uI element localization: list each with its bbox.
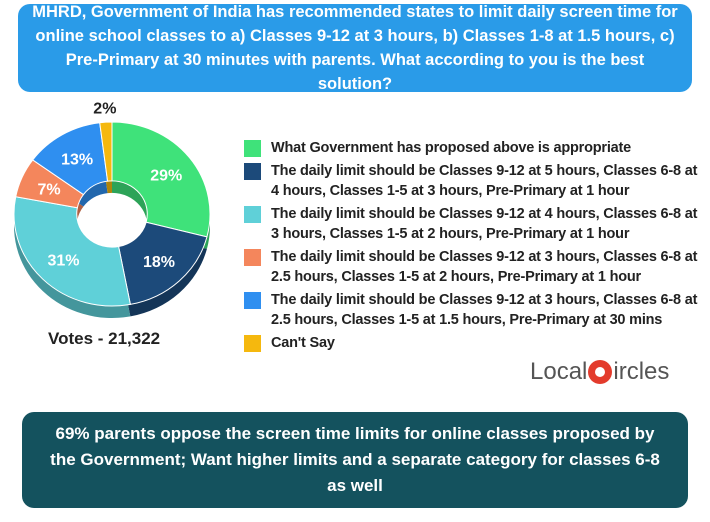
question-banner: MHRD, Government of India has recommende… bbox=[18, 3, 692, 93]
logo-text-end: ircles bbox=[613, 358, 670, 385]
legend-swatch bbox=[244, 163, 261, 180]
slice-2 bbox=[13, 196, 131, 307]
legend-label: The daily limit should be Classes 9-12 a… bbox=[271, 292, 698, 328]
logo-text-start: Local bbox=[530, 358, 588, 385]
localcircles-logo: Local ircles bbox=[530, 352, 669, 392]
slice-label-0: 29% bbox=[150, 168, 182, 185]
legend-item: The daily limit should be Classes 9-12 a… bbox=[244, 247, 704, 287]
legend-item: The daily limit should be Classes 9-12 a… bbox=[244, 161, 704, 201]
legend-label: The daily limit should be Classes 9-12 a… bbox=[271, 206, 698, 242]
legend-swatch bbox=[244, 335, 261, 352]
summary-banner: 69% parents oppose the screen time limit… bbox=[22, 412, 688, 508]
slice-1 bbox=[118, 221, 208, 305]
slice-label-2: 31% bbox=[47, 253, 79, 270]
slice-label-4: 13% bbox=[61, 152, 93, 169]
votes-count: Votes - 21,322 bbox=[48, 329, 161, 348]
legend-swatch bbox=[244, 140, 261, 157]
slice-label-5: 2% bbox=[93, 100, 116, 117]
legend-swatch bbox=[244, 249, 261, 266]
legend-item: The daily limit should be Classes 9-12 a… bbox=[244, 204, 704, 244]
slice-label-3: 7% bbox=[37, 181, 60, 198]
legend-item: The daily limit should be Classes 9-12 a… bbox=[244, 290, 704, 330]
legend-label: The daily limit should be Classes 9-12 a… bbox=[271, 163, 698, 199]
legend-item: What Government has proposed above is ap… bbox=[244, 138, 704, 158]
chart-area: 29% 18% 31% 7% 13% 2% Votes - 21,322 What Gov… bbox=[0, 100, 710, 400]
chart-legend: What Government has proposed above is ap… bbox=[244, 138, 704, 356]
slice-0 bbox=[111, 121, 211, 238]
donut-chart: 29% 18% 31% 7%13% 2% bbox=[13, 100, 211, 318]
legend-label: What Government has proposed above is ap… bbox=[271, 140, 632, 156]
legend-swatch bbox=[244, 292, 261, 309]
legend-label: The daily limit should be Classes 9-12 a… bbox=[271, 249, 698, 285]
slice-label-1: 18% bbox=[143, 254, 175, 271]
logo-pin-icon bbox=[588, 360, 613, 384]
legend-item: Can't Say bbox=[244, 333, 704, 353]
legend-label: Can't Say bbox=[271, 335, 335, 351]
slice-5 bbox=[99, 121, 113, 182]
legend-swatch bbox=[244, 206, 261, 223]
